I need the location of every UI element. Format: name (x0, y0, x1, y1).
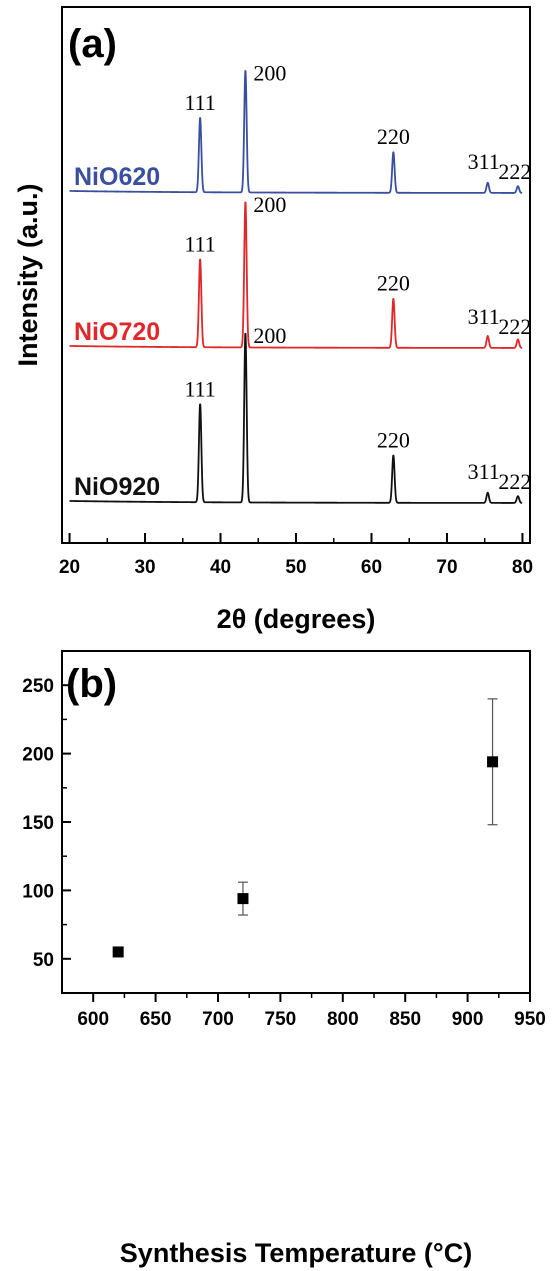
panel-a-series: NiO620111200220311222NiO7201112002203112… (68, 61, 531, 504)
y-tick-label: 200 (22, 745, 54, 766)
x-tick-label: 850 (389, 1009, 421, 1030)
peak-label: 200 (253, 192, 286, 217)
panel-a-x-axis-title: 2θ (degrees) (217, 604, 376, 634)
series-label-NiO920: NiO920 (74, 473, 160, 501)
peak-label: 220 (377, 427, 410, 452)
x-tick-label: 40 (210, 557, 231, 578)
data-point (112, 946, 124, 958)
y-tick-label: 250 (22, 676, 54, 697)
x-tick-label: 600 (77, 1009, 109, 1030)
peak-label: 200 (253, 61, 286, 86)
peak-label: 111 (184, 90, 215, 115)
peak-label: 111 (184, 232, 215, 257)
peak-label: 311 (468, 459, 500, 484)
panel-a-x-ticks: 20 30 40 50 60 70 80 (59, 533, 533, 578)
peak-label: 222 (498, 159, 531, 184)
panel-a-frame (61, 6, 531, 544)
series-label-NiO720: NiO720 (74, 318, 160, 346)
panel-a-label: (a) (68, 22, 117, 66)
series-line-NiO720 (68, 201, 523, 349)
panel-b-points (112, 698, 499, 958)
x-tick-label: 750 (265, 1009, 297, 1030)
x-tick-label: 60 (361, 557, 382, 578)
peak-label: 220 (377, 271, 410, 296)
panel-b: (b) 600 650 700 750 800 850 900 950 50 100 150 200… (22, 650, 546, 1268)
peak-label: 222 (498, 314, 531, 339)
data-point (237, 893, 249, 905)
peak-label: 220 (377, 124, 410, 149)
peak-label: 222 (498, 469, 531, 494)
peak-label: 311 (468, 304, 500, 329)
panel-b-x-axis-title: Synthesis Temperature (°C) (120, 1238, 472, 1268)
x-tick-label: 30 (134, 557, 155, 578)
series-line-NiO620 (68, 70, 523, 194)
panel-b-x-ticks: 600 650 700 750 800 850 900 950 (77, 993, 546, 1030)
series-label-NiO620: NiO620 (74, 163, 160, 191)
y-tick-label: 150 (22, 813, 54, 834)
y-tick-label: 100 (22, 881, 54, 902)
x-tick-label: 50 (285, 557, 306, 578)
peak-label: 111 (184, 376, 215, 401)
panel-b-label: (b) (66, 662, 117, 706)
x-tick-label: 700 (202, 1009, 234, 1030)
x-tick-label: 650 (140, 1009, 172, 1030)
panel-a-y-axis-title: Intensity (a.u.) (13, 183, 43, 366)
series-line-NiO920 (68, 332, 523, 504)
panel-b-frame (61, 650, 531, 994)
x-tick-label: 800 (327, 1009, 359, 1030)
panel-b-y-ticks: 50 100 150 200 250 (22, 676, 71, 994)
peak-label: 200 (253, 323, 286, 348)
x-tick-label: 70 (436, 557, 457, 578)
x-tick-label: 80 (512, 557, 533, 578)
data-point (487, 756, 499, 768)
panel-a: (a) NiO620111200220311222NiO720111200220… (13, 6, 533, 634)
x-tick-label: 900 (452, 1009, 484, 1030)
y-tick-label: 50 (33, 950, 54, 971)
x-tick-label: 950 (514, 1009, 546, 1030)
x-tick-label: 20 (59, 557, 80, 578)
peak-label: 311 (468, 149, 500, 174)
